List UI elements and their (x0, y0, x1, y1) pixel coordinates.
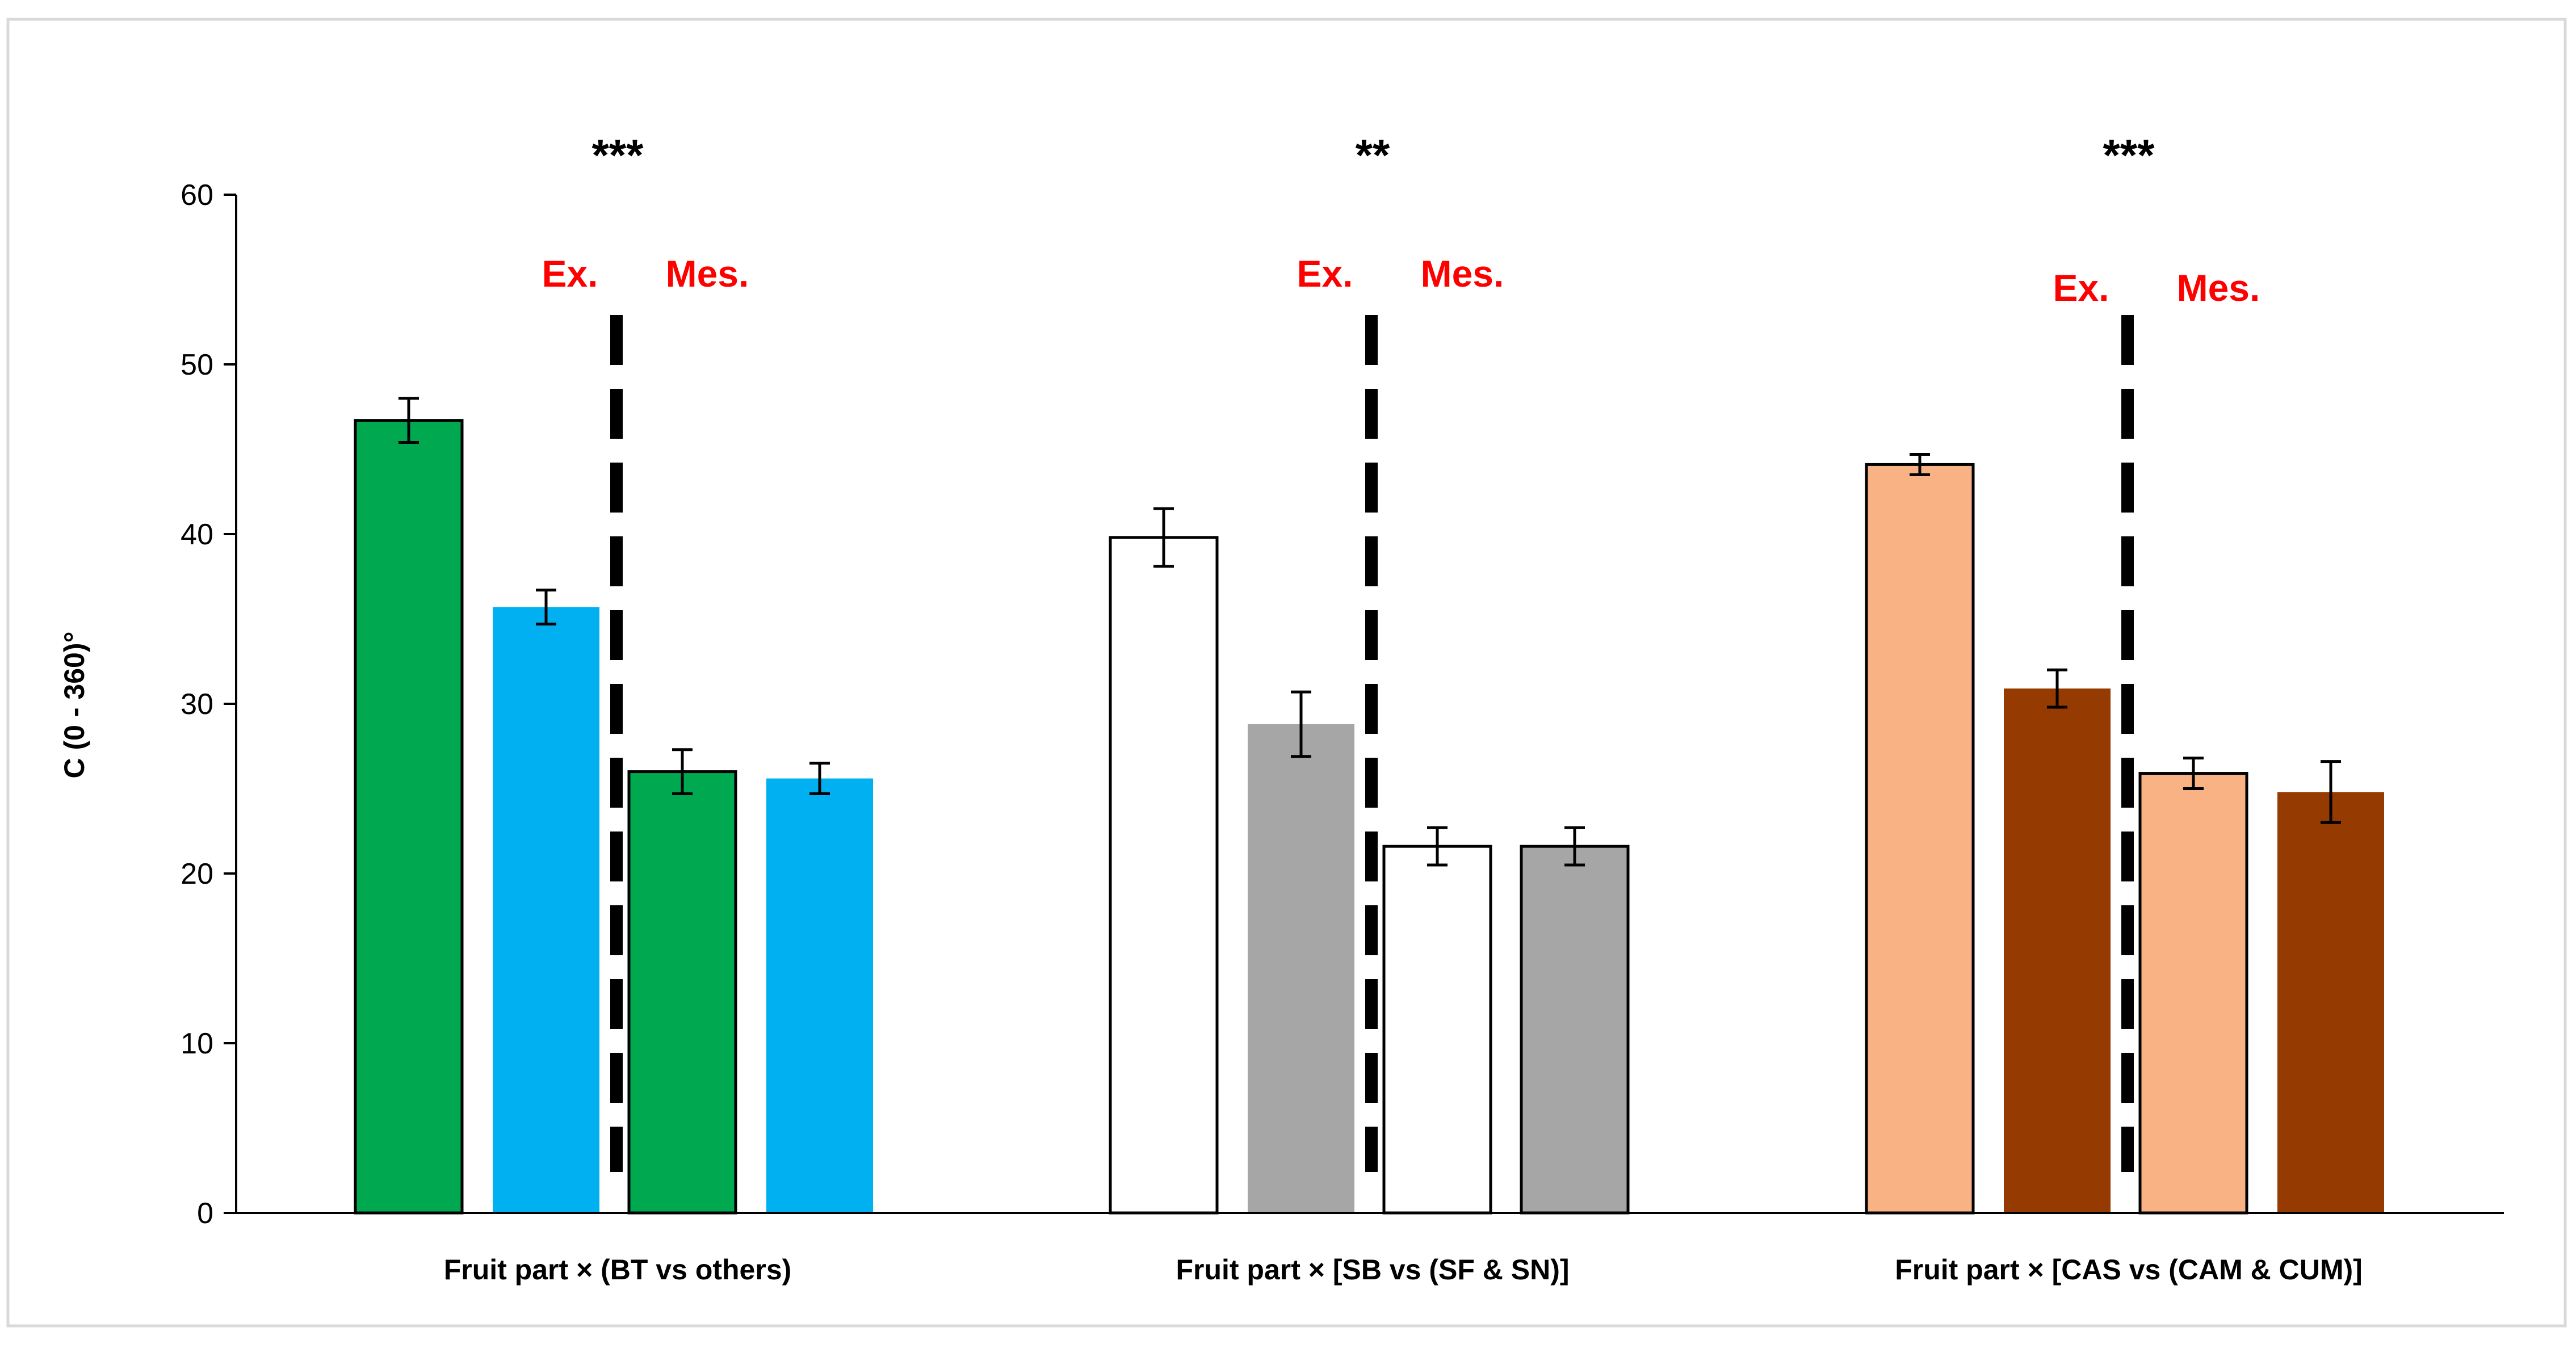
y-axis: 0 10 20 30 40 50 60 (181, 179, 237, 1230)
annotations: *** Ex. Mes. ** Ex. Mes. *** Ex. Mes. (542, 130, 2260, 309)
bar (2004, 688, 2111, 1213)
bar (1865, 463, 1975, 1215)
y-tick-label: 60 (181, 179, 213, 212)
bar (1520, 845, 1630, 1215)
x-category-label: Fruit part × [CAS vs (CAM & CUM)] (1895, 1254, 2363, 1286)
y-tick-label: 30 (181, 688, 213, 721)
bar (766, 778, 873, 1213)
region-label-exocarp: Ex. (542, 253, 598, 295)
y-axis-label: C (0 - 360)° (58, 632, 90, 779)
region-label-exocarp: Ex. (1297, 253, 1353, 295)
region-label-mesocarp: Mes. (2177, 267, 2260, 309)
bar (627, 770, 737, 1215)
bar (2138, 772, 2248, 1215)
y-tick-label: 10 (181, 1027, 213, 1060)
bar (493, 607, 599, 1213)
significance-marker: *** (2103, 130, 2155, 180)
significance-marker: ** (1356, 130, 1390, 180)
x-category-label: Fruit part × (BT vs others) (444, 1254, 792, 1286)
y-tick-label: 40 (181, 518, 213, 551)
bar (1248, 724, 1354, 1213)
bar (1382, 845, 1492, 1215)
x-category-label: Fruit part × [SB vs (SF & SN)] (1176, 1254, 1569, 1286)
region-label-mesocarp: Mes. (1421, 253, 1504, 295)
region-label-mesocarp: Mes. (666, 253, 749, 295)
y-tick-label: 0 (197, 1197, 213, 1230)
region-label-exocarp: Ex. (2053, 267, 2109, 309)
bar (1109, 536, 1219, 1215)
bar (2277, 792, 2384, 1213)
bar (354, 419, 464, 1215)
bars (354, 397, 2384, 1215)
x-axis: Fruit part × (BT vs others) Fruit part × … (236, 1212, 2504, 1286)
y-tick-label: 50 (181, 348, 213, 381)
significance-marker: *** (591, 130, 644, 180)
y-tick-label: 20 (181, 858, 213, 891)
